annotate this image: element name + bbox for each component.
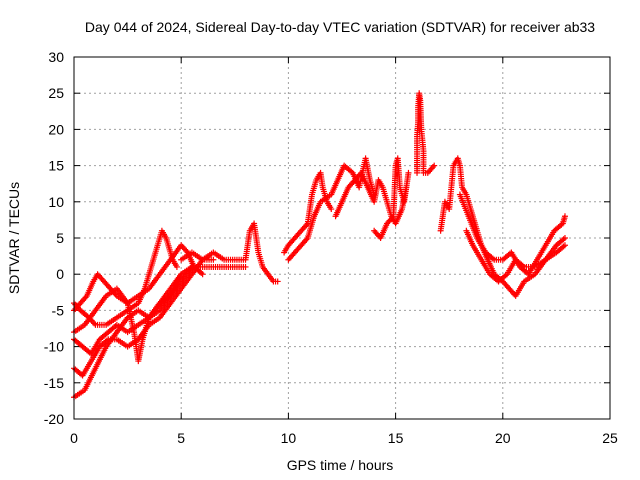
data-point: [199, 271, 206, 278]
x-tick-label: 15: [388, 430, 404, 446]
data-point: [561, 242, 568, 249]
series-track-f: [71, 271, 185, 365]
y-tick-label: 20: [48, 121, 64, 137]
y-tick-label: 5: [56, 230, 64, 246]
y-tick-label: -5: [52, 302, 65, 318]
x-tick-label: 10: [281, 430, 297, 446]
data-point: [431, 162, 438, 169]
axes: -20 -15 -10 -5 0 5 10 15 20 25 30 0 5 10 15 20 25: [44, 49, 618, 446]
series-track-m: [437, 155, 568, 299]
chart-title: Day 044 of 2024, Sidereal Day-to-day VTE…: [85, 19, 595, 35]
x-tick-label: 0: [70, 430, 78, 446]
y-tick-label: 0: [56, 266, 64, 282]
series-track-b: [71, 256, 217, 379]
plot-frame: [73, 56, 611, 420]
data-point: [210, 256, 217, 263]
data-point: [561, 213, 568, 220]
x-tick-label: 5: [177, 430, 185, 446]
y-tick-label: 10: [48, 194, 64, 210]
series-track-l: [414, 90, 438, 176]
data-points: [71, 90, 568, 401]
data-point: [178, 271, 185, 278]
data-point: [173, 263, 180, 270]
series-track-h: [281, 169, 335, 256]
y-axis-label: SDTVAR / TECUs: [6, 182, 22, 294]
data-point: [405, 169, 412, 176]
grid-lines: [74, 57, 610, 419]
y-tick-label: -10: [44, 339, 64, 355]
series-track-k: [371, 155, 412, 241]
data-point: [242, 263, 249, 270]
x-tick-label: 25: [602, 430, 618, 446]
series-track-a: [71, 263, 249, 401]
series-track-j: [332, 169, 410, 227]
series-track-e: [71, 242, 206, 314]
y-tick-label: -20: [44, 411, 64, 427]
y-tick-label: 25: [48, 85, 64, 101]
data-point: [274, 278, 281, 285]
series-track-g: [178, 220, 281, 285]
y-tick-label: 15: [48, 158, 64, 174]
data-point: [328, 206, 335, 213]
series-track-n: [463, 227, 568, 285]
x-tick-label: 20: [495, 430, 511, 446]
y-tick-label: -15: [44, 375, 64, 391]
x-axis-label: GPS time / hours: [287, 457, 394, 473]
data-point: [561, 235, 568, 241]
series-track-o: [456, 191, 568, 278]
y-tick-label: 30: [48, 49, 64, 65]
